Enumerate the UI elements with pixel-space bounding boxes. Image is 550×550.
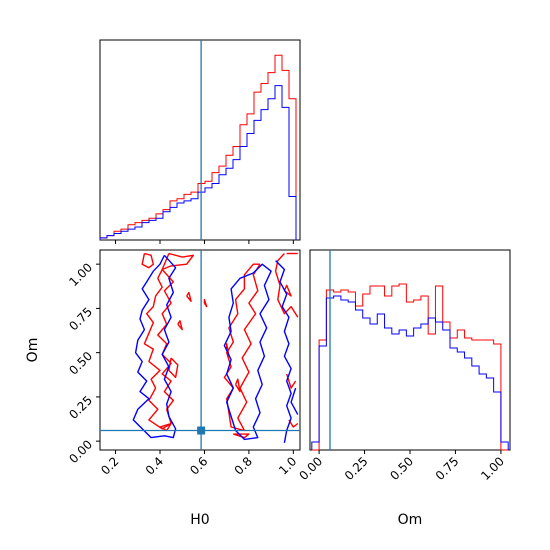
contour-series-0-path-6 [168,357,179,379]
contour-series-0-path-4 [203,298,208,308]
truth-marker [197,426,206,435]
contour-y-tick-label-1: 0.25 [66,393,95,422]
x-axis-label-Om: Om [398,512,423,528]
contour-x-tick-label-2: 0.6 [187,454,210,477]
contour-series-1-path-0 [132,254,177,439]
contour-x-tick-label-4: 1.0 [276,454,299,477]
contour-x-tick-label-0: 0.2 [98,454,121,477]
contour-series-1-path-1 [223,263,272,441]
contour-series-0-path-3 [186,291,192,302]
contour-series-0-path-10 [234,378,241,393]
contour-series-0-path-5 [177,320,183,331]
contour-series [132,252,299,444]
contour-series-0-path-0 [141,252,154,269]
hist-Om-x-tick-label-2: 0.50 [387,454,416,483]
contour-truth [100,250,300,450]
hist_H0-series-1-step [99,85,297,240]
contour-y-tick-label-2: 0.50 [66,349,95,378]
x-axis-label-H0: H0 [190,512,209,528]
contour-series-0-path-7 [159,422,172,432]
hist_H0-series-0-step [99,54,297,240]
hist_Om-series-1-step [311,295,509,450]
contour-x-tick-label-1: 0.4 [143,454,166,477]
contour-frame [99,249,301,451]
hist-Om-x-tick-label-0: 0.00 [296,454,325,483]
panel-hist-Om: 0.00 0.25 0.50 0.75 1.00 Om [296,249,511,528]
contour-y-tick-label-4: 1.00 [66,260,95,289]
y-axis-label-Om: Om [25,338,41,363]
hist_Om-series-0-step [311,283,509,451]
contour-series-0-path-16 [288,419,299,428]
contour-series-0-path-8 [223,263,261,432]
hist-Om-x-tick-label-4: 1.00 [478,454,507,483]
contour-y-tick-label-0: 0.00 [66,437,95,466]
contour-series-1-path-2 [275,260,292,444]
contour-series-1-path-3 [290,387,299,415]
panel-contour-H0-Om: 0.2 0.4 0.6 0.8 1.0 0.000.250.500.751.00 H0 … [25,249,301,528]
hist-H0-series [99,54,297,240]
hist-H0-ticks [115,240,294,244]
hist-H0-frame [99,39,301,241]
hist-Om-x-tick-label-1: 0.25 [342,454,371,483]
hist-Om-series [311,283,509,451]
contour-series-0-path-1 [161,252,194,271]
contour-y-ticks: 0.00 0.25 0.50 0.75 1.00 [66,260,100,466]
contour-y-tick-label-3: 0.75 [66,305,95,334]
hist-Om-frame [309,249,511,451]
contour-series-0-path-2 [143,269,174,430]
hist-Om-x-tick-label-3: 0.75 [433,454,462,483]
panel-hist-H0 [99,39,301,244]
contour-series-0-path-11 [233,433,250,439]
contour-x-ticks: 0.2 0.4 0.6 0.8 1.0 [98,450,299,478]
hist-Om-ticks: 0.00 0.25 0.50 0.75 1.00 [296,450,507,483]
contour-series-0-path-14 [283,284,292,297]
contour-x-tick-label-3: 0.8 [232,454,255,477]
